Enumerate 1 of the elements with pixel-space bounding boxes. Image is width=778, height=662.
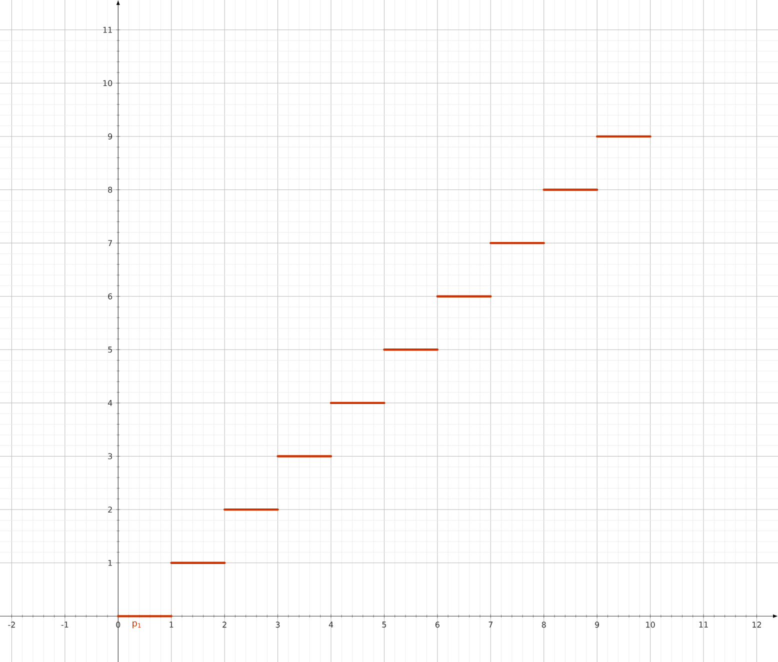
series-label: p$_{1}$ xyxy=(132,621,141,628)
